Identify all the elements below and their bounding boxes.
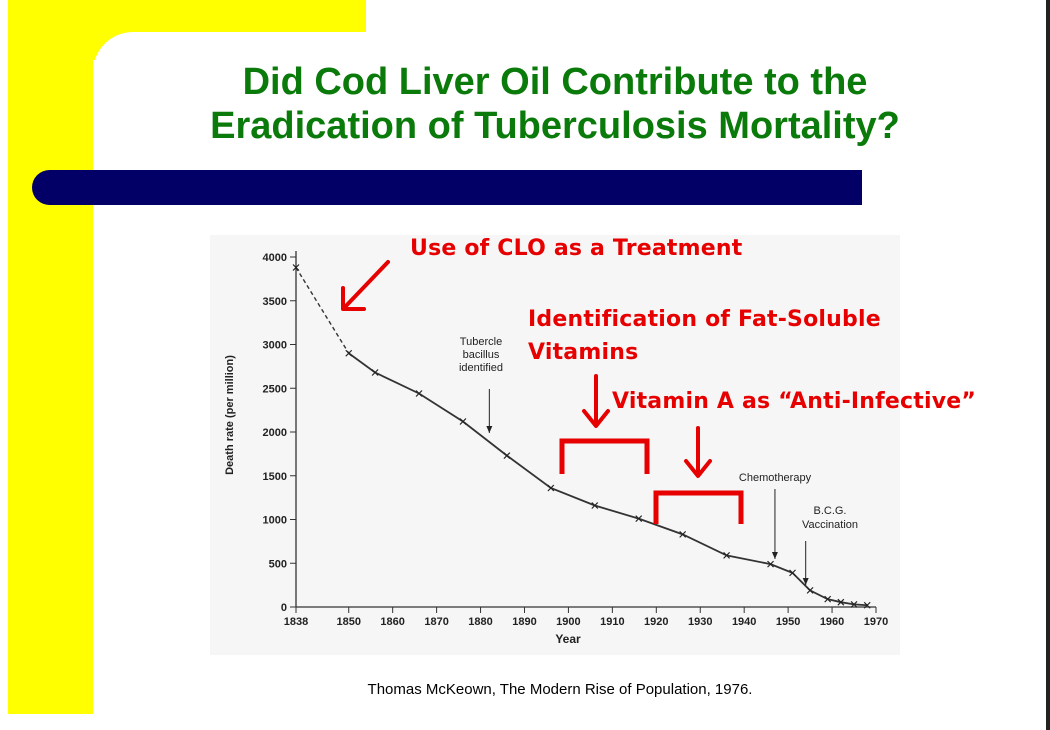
title-line-1: Did Cod Liver Oil Contribute to the: [242, 61, 868, 103]
x-tick-label: 1970: [864, 616, 888, 628]
y-tick-label: 4000: [263, 252, 287, 264]
x-tick-label: 1850: [336, 616, 360, 628]
y-tick-label: 3000: [263, 340, 287, 352]
chart-annotation-label: bacillus: [463, 349, 500, 361]
data-point: [806, 586, 814, 594]
data-point: [547, 484, 555, 492]
slide-title: Did Cod Liver Oil Contribute to the Erad…: [100, 60, 1010, 148]
y-tick-label: 3500: [263, 296, 287, 308]
chart-annotation-label: B.C.G.: [813, 505, 846, 517]
chart-annotation-arrowhead: [486, 426, 493, 433]
y-tick-label: 500: [269, 558, 287, 570]
yellow-accent-left: [8, 0, 93, 714]
x-tick-label: 1960: [820, 616, 844, 628]
tb-mortality-chart: 0 500 1000 1500 2000 2500 3000 3500 4000 1838 1850…: [210, 235, 900, 655]
data-point: [863, 601, 871, 609]
y-tick-label: 2500: [263, 383, 287, 395]
data-point: [767, 560, 774, 568]
chart-annotation-label: Tubercle: [460, 336, 502, 348]
annotation-fat-soluble-line-2: Vitamins: [528, 340, 639, 365]
data-point: [345, 349, 353, 357]
x-axis-label: Year: [555, 632, 581, 646]
chart-annotation: B.C.G. Vaccination: [802, 505, 858, 585]
window-edge: [1046, 0, 1050, 730]
title-line-2: Eradication of Tuberculosis Mortality?: [210, 105, 900, 147]
y-tick-label: 0: [281, 602, 287, 614]
data-point: [459, 418, 467, 425]
chart-annotation-label: Vaccination: [802, 519, 858, 531]
data-point: [850, 600, 858, 608]
chart-annotation-arrowhead: [802, 578, 809, 585]
y-tick-label: 1000: [263, 515, 287, 527]
data-point: [503, 452, 511, 460]
data-point: [824, 595, 832, 603]
data-point: [371, 369, 379, 376]
data-point: [723, 551, 731, 559]
data-point: [635, 515, 643, 523]
series-line-dashed: [295, 267, 350, 354]
chart-annotation-arrowhead: [771, 552, 778, 559]
chart-annotation-label: Chemotherapy: [739, 472, 812, 484]
x-tick-label: 1900: [556, 616, 580, 628]
x-tick-label: 1880: [468, 616, 492, 628]
chart-background: [210, 235, 900, 655]
x-tick-label: 1940: [732, 616, 756, 628]
x-tick-label: 1920: [644, 616, 668, 628]
chart-annotation: Chemotherapy: [739, 472, 812, 559]
annotation-vitamin-a: Vitamin A as “Anti-Infective”: [612, 389, 977, 414]
x-tick-label: 1838: [284, 616, 308, 628]
data-point: [789, 569, 796, 577]
data-point: [591, 502, 599, 509]
x-tick-label: 1930: [688, 616, 712, 628]
y-axis-label: Death rate (per million): [224, 355, 236, 475]
data-point: [415, 390, 423, 397]
data-point: [837, 598, 845, 606]
y-tick-label: 1500: [263, 471, 287, 483]
annotation-fat-soluble-line-1: Identification of Fat-Soluble: [528, 307, 881, 332]
x-tick-label: 1870: [424, 616, 448, 628]
source-caption: Thomas McKeown, The Modern Rise of Popul…: [367, 681, 753, 698]
x-tick-label: 1910: [600, 616, 624, 628]
chart-annotation-label: identified: [459, 362, 503, 374]
annotation-clo-treatment: Use of CLO as a Treatment: [410, 236, 743, 261]
y-tick-label: 2000: [263, 427, 287, 439]
x-tick-label: 1860: [380, 616, 404, 628]
data-point: [292, 264, 300, 271]
data-point: [679, 530, 687, 538]
title-divider-bar: [32, 170, 862, 205]
x-tick-label: 1950: [776, 616, 800, 628]
x-tick-label: 1890: [512, 616, 536, 628]
